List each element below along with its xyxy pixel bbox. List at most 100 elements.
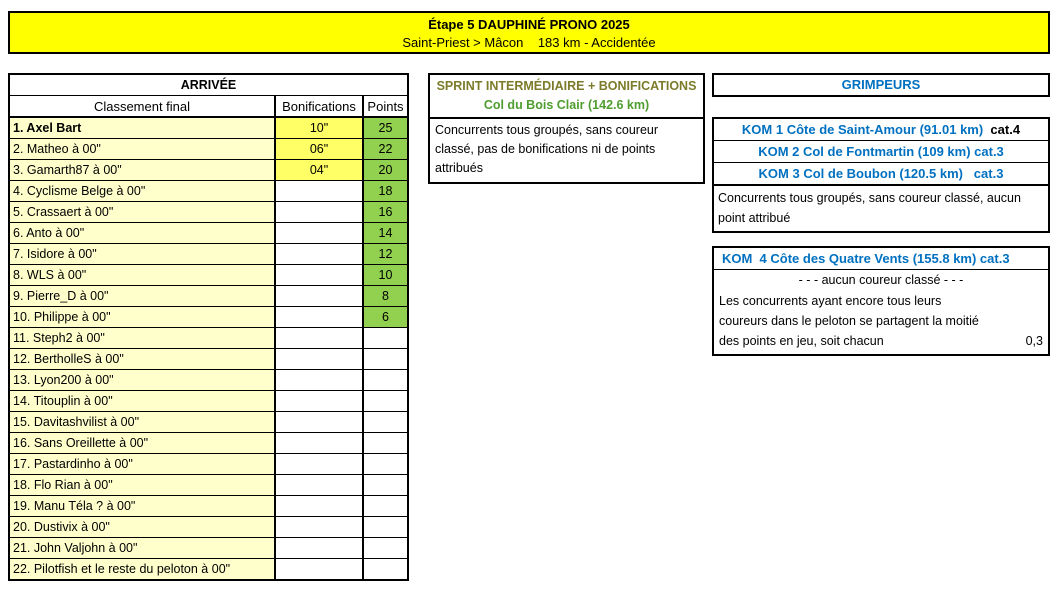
bonification-cell <box>274 264 364 286</box>
points-cell <box>362 558 409 581</box>
kom-category: cat.4 <box>983 122 1021 137</box>
column-header-classement: Classement final <box>8 95 276 118</box>
table-row: 8. WLS à 00" 10 <box>8 264 409 286</box>
table-row: 16. Sans Oreillette à 00" <box>8 432 409 454</box>
points-cell <box>362 369 409 391</box>
table-row: 20. Dustivix à 00" <box>8 516 409 538</box>
points-cell: 6 <box>362 306 409 328</box>
bonification-cell <box>274 495 364 517</box>
rider-name-cell: 6. Anto à 00" <box>8 222 276 244</box>
rider-name-cell: 12. BertholleS à 00" <box>8 348 276 370</box>
bonification-cell: 10" <box>274 116 364 139</box>
table-row: 3. Gamarth87 à 00" 04" 20 <box>8 159 409 181</box>
bonification-cell <box>274 180 364 202</box>
table-row: 22. Pilotfish et le reste du peloton à 0… <box>8 558 409 581</box>
kom-1-3-box: KOM 1 Côte de Saint-Amour (91.01 km) cat… <box>712 117 1050 233</box>
table-row: 19. Manu Téla ? à 00" <box>8 495 409 517</box>
points-cell: 12 <box>362 243 409 265</box>
kom-4-note-line: coureurs dans le peloton se partagent la… <box>719 314 979 328</box>
rider-name-cell: 15. Davitashvilist à 00" <box>8 411 276 433</box>
table-row: 9. Pierre_D à 00" 8 <box>8 285 409 307</box>
kom-4-points-value: 0,3 <box>1025 334 1043 348</box>
column-header-points: Points <box>362 95 409 118</box>
rider-name-cell: 11. Steph2 à 00" <box>8 327 276 349</box>
kom-4-note-last-line: des points en jeu, soit chacun 0,3 <box>719 331 1043 351</box>
bonification-cell <box>274 285 364 307</box>
points-cell <box>362 474 409 496</box>
kom-row: KOM 2 Col de Fontmartin (109 km) cat.3 <box>714 141 1048 163</box>
stage-subtitle: Saint-Priest > Mâcon 183 km - Accidentée <box>402 35 656 50</box>
bonification-cell: 06" <box>274 138 364 160</box>
bonification-cell <box>274 243 364 265</box>
kom-4-title: KOM 4 Côte des Quatre Vents (155.8 km) c… <box>714 248 1048 270</box>
points-cell <box>362 453 409 475</box>
points-cell <box>362 432 409 454</box>
table-row: 21. John Valjohn à 00" <box>8 537 409 559</box>
bonification-cell: 04" <box>274 159 364 181</box>
table-row: 7. Isidore à 00" 12 <box>8 243 409 265</box>
bonification-cell <box>274 348 364 370</box>
kom-4-box: KOM 4 Côte des Quatre Vents (155.8 km) c… <box>712 246 1050 356</box>
arrivee-title-row: ARRIVÉE <box>8 73 409 96</box>
sprint-header: SPRINT INTERMÉDIAIRE + BONIFICATIONS Col… <box>430 75 703 119</box>
rider-name-cell: 13. Lyon200 à 00" <box>8 369 276 391</box>
bonification-cell <box>274 306 364 328</box>
kom-label: KOM 2 Col de Fontmartin (109 km) cat.3 <box>758 144 1004 159</box>
points-cell <box>362 348 409 370</box>
bonification-cell <box>274 432 364 454</box>
points-cell: 14 <box>362 222 409 244</box>
sprint-note: Concurrents tous groupés, sans coureur c… <box>435 123 659 175</box>
kom-label: KOM 1 Côte de Saint-Amour (91.01 km) <box>741 122 984 137</box>
rider-name-cell: 18. Flo Rian à 00" <box>8 474 276 496</box>
rider-name-cell: 14. Titouplin à 00" <box>8 390 276 412</box>
kom-4-note-text: des points en jeu, soit chacun <box>719 334 884 348</box>
points-cell <box>362 411 409 433</box>
points-cell: 20 <box>362 159 409 181</box>
table-row: 1. Axel Bart 10" 25 <box>8 116 409 139</box>
kom-1-3-note: Concurrents tous groupés, sans coureur c… <box>718 191 1021 225</box>
bonification-cell <box>274 390 364 412</box>
kom-label: KOM 3 Col de Boubon (120.5 km) cat.3 <box>758 166 1004 181</box>
kom-row: KOM 1 Côte de Saint-Amour (91.01 km) cat… <box>714 119 1048 141</box>
points-cell: 10 <box>362 264 409 286</box>
kom-rows: KOM 1 Côte de Saint-Amour (91.01 km) cat… <box>714 119 1048 186</box>
bonification-cell <box>274 558 364 581</box>
table-row: 18. Flo Rian à 00" <box>8 474 409 496</box>
bonification-cell <box>274 201 364 223</box>
stage-title: Étape 5 DAUPHINÉ PRONO 2025 <box>428 17 630 32</box>
sprint-subtitle: Col du Bois Clair (142.6 km) <box>483 98 650 112</box>
rider-name-cell: 19. Manu Téla ? à 00" <box>8 495 276 517</box>
arrivee-body: 1. Axel Bart 10" 25 2. Matheo à 00" 06" … <box>8 116 409 581</box>
rider-name-cell: 21. John Valjohn à 00" <box>8 537 276 559</box>
rider-name-cell: 5. Crassaert à 00" <box>8 201 276 223</box>
table-row: 13. Lyon200 à 00" <box>8 369 409 391</box>
table-row: 14. Titouplin à 00" <box>8 390 409 412</box>
rider-name-cell: 2. Matheo à 00" <box>8 138 276 160</box>
kom-4-note-line: Les concurrents ayant encore tous leurs <box>719 294 942 308</box>
table-row: 15. Davitashvilist à 00" <box>8 411 409 433</box>
points-cell <box>362 516 409 538</box>
arrivee-header-row: Classement final Bonifications Points <box>8 95 409 118</box>
bonification-cell <box>274 411 364 433</box>
points-cell: 16 <box>362 201 409 223</box>
grimpeurs-header: GRIMPEURS <box>712 73 1050 97</box>
points-cell <box>362 390 409 412</box>
rider-name-cell: 1. Axel Bart <box>8 116 276 139</box>
table-row: 12. BertholleS à 00" <box>8 348 409 370</box>
bonification-cell <box>274 453 364 475</box>
bonification-cell <box>274 327 364 349</box>
sprint-box: SPRINT INTERMÉDIAIRE + BONIFICATIONS Col… <box>428 73 705 184</box>
arrivee-title: ARRIVÉE <box>8 73 409 96</box>
rider-name-cell: 8. WLS à 00" <box>8 264 276 286</box>
kom-4-notes: Les concurrents ayant encore tous leurs … <box>714 291 1048 354</box>
table-row: 4. Cyclisme Belge à 00" 18 <box>8 180 409 202</box>
points-cell: 18 <box>362 180 409 202</box>
bonification-cell <box>274 474 364 496</box>
rider-name-cell: 7. Isidore à 00" <box>8 243 276 265</box>
rider-name-cell: 3. Gamarth87 à 00" <box>8 159 276 181</box>
bonification-cell <box>274 537 364 559</box>
kom-row: KOM 3 Col de Boubon (120.5 km) cat.3 <box>714 163 1048 186</box>
column-header-bonifications: Bonifications <box>274 95 364 118</box>
rider-name-cell: 4. Cyclisme Belge à 00" <box>8 180 276 202</box>
bonification-cell <box>274 369 364 391</box>
